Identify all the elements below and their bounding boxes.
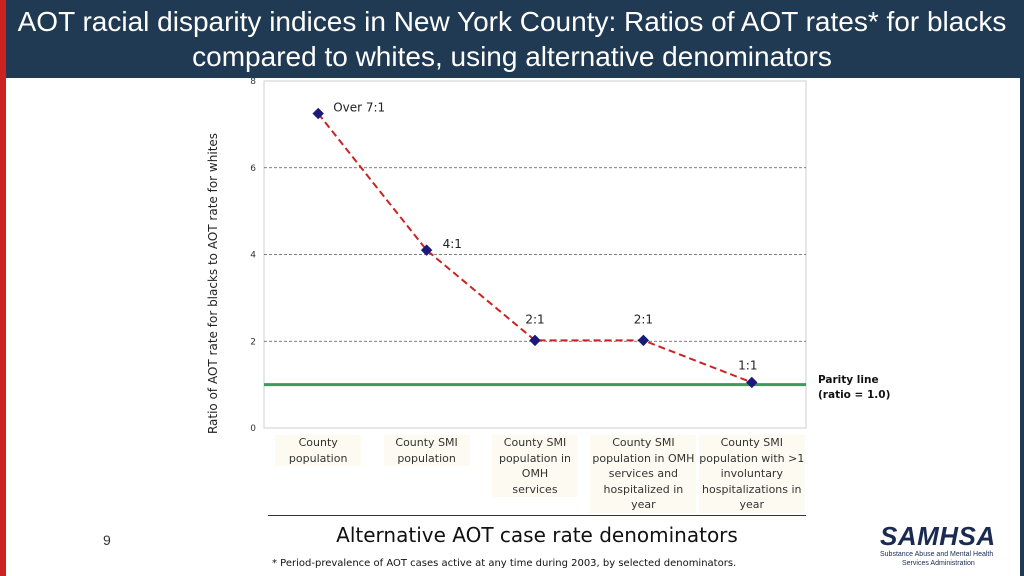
x-tick-label-line: County <box>298 436 338 449</box>
page-number: 9 <box>103 532 111 548</box>
logo-subtitle-line-1: Substance Abuse and Mental Health <box>880 551 994 558</box>
data-point <box>312 107 324 120</box>
data-point <box>746 376 758 389</box>
x-tick-label-line: population in <box>498 451 572 465</box>
data-label: 4:1 <box>443 237 462 251</box>
x-tick-label-line: County SMI <box>503 436 567 449</box>
x-tick-label-line: year <box>631 498 656 511</box>
right-accent-bar <box>1020 0 1024 576</box>
y-tick-label: 8 <box>250 77 256 87</box>
y-axis-title: Ratio of AOT rate for blacks to AOT rate… <box>206 133 220 434</box>
data-point <box>637 334 650 347</box>
x-tick-label: County SMI population with >1 involuntary h… <box>698 435 805 513</box>
x-tick-label-line: year <box>739 498 765 511</box>
slide-title: AOT racial disparity indices in New York… <box>17 6 1007 72</box>
logo-subtitle: Substance Abuse and Mental Health Servic… <box>880 550 1000 568</box>
x-tick-label-line: County SMI <box>395 436 458 449</box>
logo-wordmark: SAMHSA <box>880 521 996 551</box>
x-tick-label: County SMI population in OMH services and h… <box>590 435 697 513</box>
x-tick-label-line: hospitalizations in <box>702 482 802 496</box>
left-accent-bar <box>0 0 6 576</box>
x-tick-label-line: population <box>397 451 456 465</box>
x-tick-label: County SMI population in OMH services <box>492 435 578 497</box>
parity-line-label: Parity line (ratio = 1.0) <box>818 373 908 403</box>
x-tick-label-line: services and <box>608 467 679 480</box>
x-tick-label-line: services <box>512 482 558 496</box>
x-tick-label: County SMI population <box>383 435 470 466</box>
x-tick-label-line: OMH <box>521 467 549 480</box>
x-tick-label-line: County SMI <box>612 436 675 449</box>
data-label: Over 7:1 <box>333 101 385 115</box>
parity-label-line-1: Parity line <box>818 374 879 386</box>
logo-subtitle-line-2: Services Administration <box>902 560 975 567</box>
data-label: 2:1 <box>525 312 544 326</box>
title-bar <box>0 0 1024 78</box>
y-tick-label: 4 <box>250 251 256 261</box>
data-label: 2:1 <box>634 312 653 326</box>
y-tick-label: 0 <box>250 424 256 434</box>
x-tick-label-line: involuntary <box>720 467 783 480</box>
series-line <box>317 112 753 384</box>
data-point <box>420 244 433 256</box>
x-tick-label-line: hospitalized in <box>603 482 684 496</box>
y-tick-label: 6 <box>250 164 256 174</box>
x-tick-label: County population <box>275 435 362 466</box>
data-label: 1:1 <box>738 358 757 372</box>
footnote: * Period-prevalence of AOT cases active … <box>272 558 737 569</box>
data-point <box>529 334 541 347</box>
x-tick-label-line: population in OMH <box>592 451 695 465</box>
x-axis-title: Alternative AOT case rate denominators <box>336 523 738 547</box>
x-tick-label-line: population with >1 <box>699 451 805 465</box>
parity-label-line-2: (ratio = 1.0) <box>818 389 891 401</box>
x-tick-label-line: population <box>288 451 348 465</box>
samhsa-logo: SAMHSA Substance Abuse and Mental Health… <box>880 522 1000 568</box>
y-tick-label: 2 <box>250 337 256 347</box>
x-tick-label-line: County SMI <box>720 436 783 449</box>
